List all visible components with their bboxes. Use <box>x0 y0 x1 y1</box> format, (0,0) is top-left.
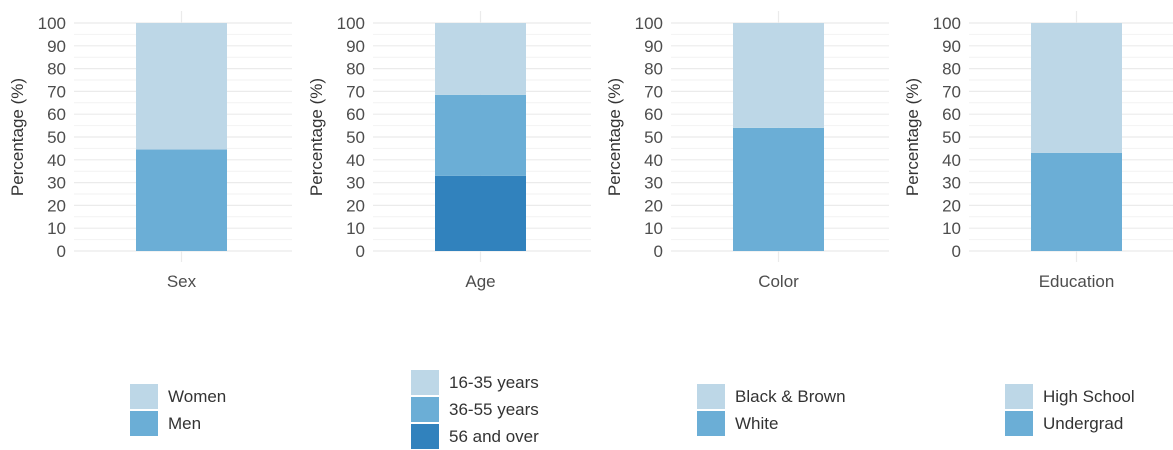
bar-segment-undergrad <box>1031 152 1122 251</box>
legend-item-undergrad: Undergrad <box>1005 410 1135 437</box>
legend-item-high-school: High School <box>1005 383 1135 410</box>
legend-age: 16-35 years 36-55 years 56 and over <box>411 369 539 450</box>
y-tick-label: 90 <box>346 37 365 56</box>
y-tick-label: 80 <box>942 60 961 79</box>
y-tick-label: 10 <box>942 219 961 238</box>
legend-swatch-black-brown <box>697 384 725 409</box>
legend-item-white: White <box>697 410 846 437</box>
y-tick-label: 40 <box>346 151 365 170</box>
y-tick-label: 40 <box>47 151 66 170</box>
y-tick-label: 70 <box>47 82 66 101</box>
y-tick-label: 70 <box>942 82 961 101</box>
y-tick-label: 40 <box>644 151 663 170</box>
y-tick-label: 70 <box>644 82 663 101</box>
y-axis-title: Percentage (%) <box>903 78 922 196</box>
y-tick-label: 50 <box>644 128 663 147</box>
legend-label-undergrad: Undergrad <box>1043 413 1124 433</box>
legend-label-white: White <box>735 413 779 433</box>
legend-sex: Women Men <box>130 383 226 437</box>
chart-panel-sex: 0 10 20 30 40 50 60 70 80 90 100 Sex Percentage (%) <box>8 11 292 291</box>
y-tick-label: 100 <box>933 14 961 33</box>
x-axis-label: Sex <box>167 272 197 291</box>
legend-item-56-over: 56 and over <box>411 423 539 450</box>
y-tick-label: 80 <box>644 60 663 79</box>
y-tick-label: 30 <box>942 174 961 193</box>
y-tick-label: 80 <box>346 60 365 79</box>
legend-label-36-55: 36-55 years <box>449 399 539 419</box>
y-tick-label: 90 <box>644 37 663 56</box>
bar-segment-white <box>733 127 824 251</box>
y-tick-label: 20 <box>47 196 66 215</box>
legend-swatch-56-over <box>411 424 439 449</box>
y-tick-label: 20 <box>346 196 365 215</box>
chart-panel-color: 0 10 20 30 40 50 60 70 80 90 100 Color Percentage (%… <box>605 11 889 291</box>
legend-label-high-school: High School <box>1043 386 1135 406</box>
y-tick-label: 80 <box>47 60 66 79</box>
y-tick-label: 70 <box>346 82 365 101</box>
chart-panel-education: 0 10 20 30 40 50 60 70 80 90 100 Education Percentag… <box>903 11 1173 291</box>
x-axis-label: Age <box>465 272 495 291</box>
y-tick-label: 50 <box>346 128 365 147</box>
legend-color: Black & Brown White <box>697 383 846 437</box>
bar-segment-women <box>136 23 227 150</box>
y-tick-label: 60 <box>942 105 961 124</box>
y-tick-label: 100 <box>635 14 663 33</box>
y-tick-label: 20 <box>942 196 961 215</box>
y-tick-label: 30 <box>644 174 663 193</box>
legend-item-16-35: 16-35 years <box>411 369 539 396</box>
legend-label-women: Women <box>168 386 227 406</box>
y-tick-label: 90 <box>942 37 961 56</box>
bar-segment-high-school <box>1031 23 1122 153</box>
y-tick-label: 30 <box>346 174 365 193</box>
legend-swatch-men <box>130 411 158 436</box>
bar-segment-16-35-years <box>435 23 526 95</box>
y-tick-label: 10 <box>644 219 663 238</box>
legend-label-16-35: 16-35 years <box>449 372 539 392</box>
y-tick-label: 100 <box>38 14 66 33</box>
y-tick-label: 10 <box>346 219 365 238</box>
legend-swatch-high-school <box>1005 384 1033 409</box>
y-tick-label: 10 <box>47 219 66 238</box>
y-tick-label: 60 <box>346 105 365 124</box>
legend-item-women: Women <box>130 383 226 410</box>
y-tick-label: 90 <box>47 37 66 56</box>
y-tick-label: 20 <box>644 196 663 215</box>
legend-swatch-white <box>697 411 725 436</box>
legend-education: High School Undergrad <box>1005 383 1135 437</box>
x-axis-label: Color <box>758 272 799 291</box>
legend-swatch-16-35 <box>411 370 439 395</box>
y-tick-label: 40 <box>942 151 961 170</box>
chart-panel-age: 0 10 20 30 40 50 60 70 80 90 100 Age Percentage (%) <box>307 11 591 291</box>
legend-swatch-women <box>130 384 158 409</box>
bar-segment-men <box>136 149 227 251</box>
legend-label-56-over: 56 and over <box>449 426 539 446</box>
y-tick-label: 50 <box>942 128 961 147</box>
legend-item-black-brown: Black & Brown <box>697 383 846 410</box>
legend-label-men: Men <box>168 413 202 433</box>
bar-segment-black-brown <box>733 23 824 128</box>
x-axis-label: Education <box>1039 272 1115 291</box>
y-tick-label: 100 <box>337 14 365 33</box>
y-axis-title: Percentage (%) <box>8 78 27 196</box>
legend-item-men: Men <box>130 410 226 437</box>
y-tick-label: 0 <box>57 242 66 261</box>
legend-label-black-brown: Black & Brown <box>735 386 846 406</box>
y-tick-label: 0 <box>952 242 961 261</box>
bar-segment-56-and-over <box>435 175 526 251</box>
y-axis-title: Percentage (%) <box>605 78 624 196</box>
y-tick-label: 50 <box>47 128 66 147</box>
y-tick-label: 60 <box>47 105 66 124</box>
legend-item-36-55: 36-55 years <box>411 396 539 423</box>
y-tick-label: 0 <box>356 242 365 261</box>
legend-swatch-36-55 <box>411 397 439 422</box>
y-axis-title: Percentage (%) <box>307 78 326 196</box>
legend-swatch-undergrad <box>1005 411 1033 436</box>
y-tick-label: 0 <box>654 242 663 261</box>
y-tick-label: 30 <box>47 174 66 193</box>
bar-segment-36-55-years <box>435 94 526 176</box>
y-tick-label: 60 <box>644 105 663 124</box>
